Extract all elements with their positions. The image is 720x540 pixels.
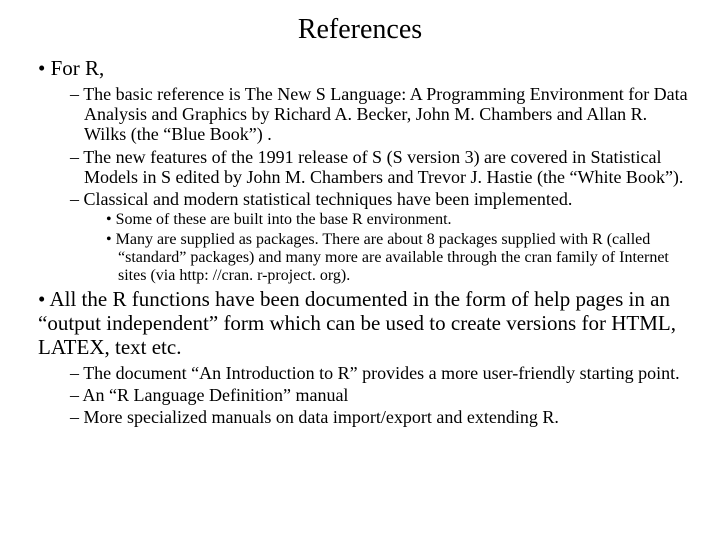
bullet-level2: More specialized manuals on data import/… (70, 407, 690, 427)
bullet-text: An “R Language Definition” manual (83, 385, 349, 405)
bullet-level1: All the R functions have been documented… (38, 287, 690, 359)
bullet-level2: The document “An Introduction to R” prov… (70, 363, 690, 383)
bullet-text: For R, (51, 56, 105, 80)
bullet-level3: Some of these are built into the base R … (106, 211, 690, 229)
bullet-level3: Many are supplied as packages. There are… (106, 231, 690, 285)
bullet-text: Some of these are built into the base R … (116, 211, 452, 228)
bullet-level2: The new features of the 1991 release of … (70, 147, 690, 187)
bullet-text: More specialized manuals on data import/… (84, 407, 559, 427)
bullet-level1: For R, (38, 56, 690, 80)
bullet-text: Many are supplied as packages. There are… (116, 231, 669, 284)
bullet-text: Classical and modern statistical techniq… (84, 189, 573, 209)
bullet-text: All the R functions have been documented… (38, 287, 676, 359)
slide-title: References (30, 14, 690, 46)
bullet-text: The new features of the 1991 release of … (83, 147, 683, 187)
slide: References For R, The basic reference is… (0, 0, 720, 540)
bullet-level2: Classical and modern statistical techniq… (70, 189, 690, 209)
bullet-text: The document “An Introduction to R” prov… (83, 363, 680, 383)
bullet-text: The basic reference is The New S Languag… (83, 84, 687, 144)
bullet-level2: An “R Language Definition” manual (70, 385, 690, 405)
bullet-level2: The basic reference is The New S Languag… (70, 84, 690, 144)
